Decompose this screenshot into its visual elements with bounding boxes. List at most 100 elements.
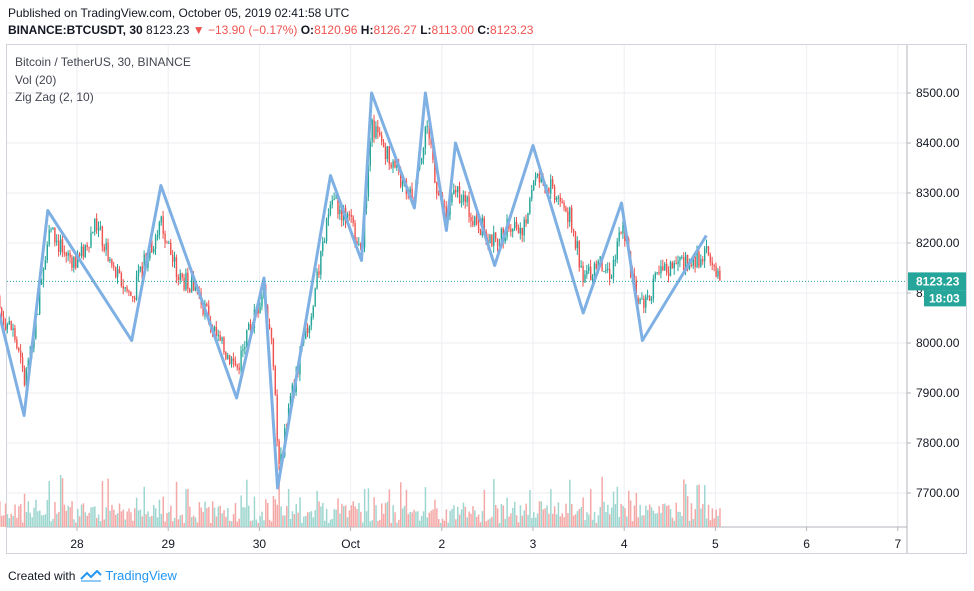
volume-bar — [485, 521, 487, 527]
y-tick-label: 7700.00 — [916, 486, 960, 500]
volume-bar — [595, 522, 598, 527]
volume-bar — [588, 514, 590, 527]
volume-bar — [329, 519, 332, 527]
volume-bar — [487, 519, 489, 527]
candle-body — [84, 244, 86, 257]
volume-bar — [457, 506, 459, 527]
tradingview-brand[interactable]: TradingView — [105, 568, 177, 583]
volume-bar — [170, 505, 172, 527]
volume-bar — [673, 520, 676, 527]
volume-bar — [122, 509, 125, 527]
volume-bar — [147, 511, 149, 527]
candle-body — [56, 240, 58, 243]
volume-bar — [362, 522, 364, 527]
volume-bar — [612, 491, 615, 527]
x-tick-label: 5 — [712, 537, 719, 551]
volume-bar — [356, 509, 358, 527]
candle-body — [652, 278, 655, 299]
candle-body — [101, 226, 104, 247]
candle-body — [705, 246, 708, 249]
candle-body — [658, 272, 660, 274]
volume-bar — [286, 506, 288, 527]
candle-body — [168, 242, 170, 244]
candle-body — [504, 237, 506, 243]
candle-body — [681, 257, 683, 259]
candle-body — [327, 214, 330, 220]
candle-body — [702, 259, 704, 262]
volume-bar — [358, 503, 360, 527]
candle-body — [464, 194, 466, 203]
candle-body — [660, 266, 662, 274]
volume-bar — [694, 509, 696, 527]
volume-bar — [365, 511, 368, 527]
volume-bar — [25, 512, 28, 527]
volume-bar — [12, 515, 14, 527]
volume-bar — [316, 490, 318, 527]
candle-body — [381, 135, 383, 142]
volume-bar — [460, 509, 463, 527]
volume-bar — [348, 510, 351, 527]
candle-body — [400, 170, 402, 187]
candle-body — [291, 384, 294, 396]
candle-body — [348, 214, 351, 216]
candle-body — [424, 127, 427, 149]
candle-body — [21, 357, 24, 368]
volume-bar — [525, 503, 527, 527]
volume-bar — [78, 516, 81, 527]
candle-body — [593, 263, 596, 276]
volume-bar — [69, 507, 71, 527]
volume-bar — [97, 514, 100, 527]
candle-body — [179, 273, 181, 280]
candle-body — [115, 267, 117, 278]
volume-bar — [52, 518, 54, 527]
volume-bar — [521, 515, 524, 527]
volume-bar — [616, 486, 619, 527]
volume-bar — [717, 515, 719, 527]
volume-bar — [428, 512, 430, 527]
candle-body — [369, 141, 371, 166]
volume-bar — [295, 504, 297, 527]
candle-body — [219, 334, 221, 341]
low-label: L: — [420, 23, 432, 37]
x-tick-label: 28 — [70, 537, 84, 551]
candle-body — [232, 358, 235, 361]
volume-bar — [529, 490, 531, 527]
volume-bar — [631, 521, 634, 527]
price-badge-bg — [908, 272, 966, 291]
volume-bar — [523, 510, 525, 527]
volume-bar — [244, 507, 246, 527]
volume-bar — [666, 505, 668, 527]
volume-bar — [502, 505, 505, 527]
volume-bar — [29, 512, 31, 527]
candle-body — [59, 239, 62, 253]
candle-body — [510, 228, 512, 232]
volume-bar — [343, 506, 345, 527]
candle-body — [331, 199, 333, 205]
volume-bar — [690, 503, 693, 527]
x-tick-label: Oct — [341, 537, 360, 551]
volume-bar — [137, 510, 140, 527]
volume-bar — [284, 515, 286, 527]
volume-bar — [297, 512, 299, 527]
volume-bar — [626, 516, 628, 527]
volume-bar — [489, 518, 491, 527]
candle-body — [37, 314, 39, 316]
volume-bar — [135, 497, 138, 527]
volume-bar — [227, 507, 229, 527]
volume-bar — [63, 504, 66, 527]
volume-bar — [415, 511, 417, 527]
volume-bar — [584, 520, 586, 527]
volume-bar — [305, 516, 307, 527]
volume-bar — [234, 502, 237, 527]
volume-bar — [341, 503, 343, 527]
volume-bar — [477, 514, 480, 527]
volume-bar — [614, 503, 617, 527]
candle-body — [517, 227, 520, 234]
volume-bar — [677, 511, 679, 527]
candle-body — [719, 270, 721, 281]
volume-bar — [151, 515, 153, 527]
volume-bar — [16, 517, 18, 527]
volume-bar — [447, 522, 449, 527]
candle-body — [567, 211, 569, 222]
